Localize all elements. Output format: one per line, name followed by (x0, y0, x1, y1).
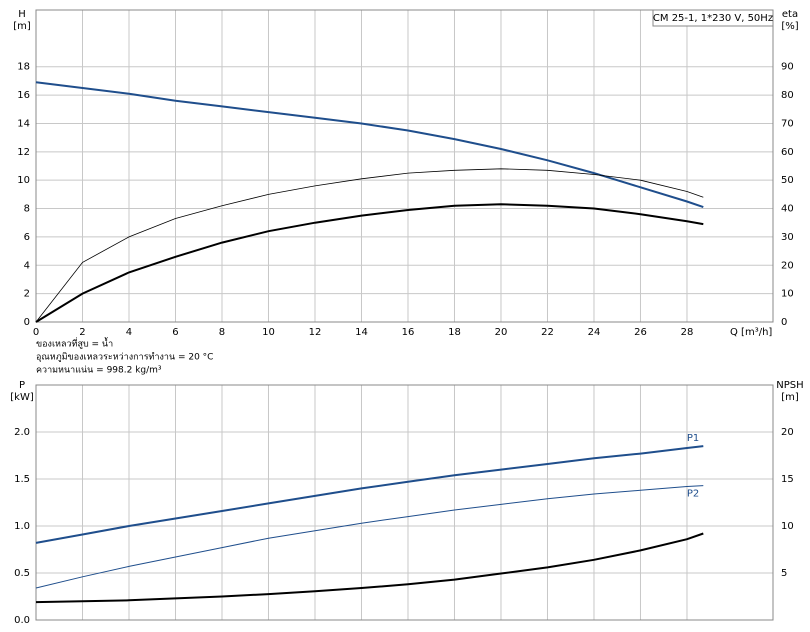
y-tick-label: 1.0 (14, 521, 30, 532)
curve (35, 81, 704, 209)
y2-tick-label: 5 (781, 568, 787, 579)
y-tick-label: 6 (24, 232, 30, 243)
y-tick-label: 14 (17, 118, 30, 129)
series-label: P1 (687, 433, 699, 444)
y2-axis-label: eta (782, 9, 798, 20)
y2-axis-unit: [%] (781, 21, 798, 32)
title-box (652, 9, 774, 27)
x-tick-label: 0 (33, 327, 39, 338)
annotation: ความหนาแน่น = 998.2 kg/m³ (36, 366, 162, 376)
y2-axis-unit: [m] (781, 392, 799, 403)
y-axis-unit: [kW] (10, 392, 34, 403)
x-tick-label: 2 (79, 327, 85, 338)
y-tick-label: 4 (24, 260, 30, 271)
curve (35, 203, 704, 323)
curve (35, 445, 704, 544)
chart-title: CM 25-1, 1*230 V, 50Hz (653, 13, 773, 24)
x-tick-label: 24 (588, 327, 601, 338)
plot-frame (35, 384, 774, 621)
y2-tick-label: 10 (781, 289, 794, 300)
curve (35, 532, 704, 604)
y2-axis-label: NPSH (776, 380, 803, 391)
x-tick-label: 8 (219, 327, 225, 338)
x-tick-label: 18 (448, 327, 461, 338)
annotation: ของเหลวที่สูบ = น้ำ (36, 337, 113, 350)
x-tick-label: 22 (541, 327, 554, 338)
y-tick-label: 0 (24, 317, 30, 328)
y-axis-label: H (18, 9, 26, 20)
y2-tick-label: 20 (781, 260, 794, 271)
y2-tick-label: 10 (781, 521, 794, 532)
y2-tick-label: 50 (781, 175, 794, 186)
x-tick-label: 14 (355, 327, 368, 338)
x-tick-label: 16 (402, 327, 415, 338)
y-axis-label: P (19, 380, 25, 391)
y2-tick-label: 15 (781, 474, 794, 485)
plot-frame (35, 9, 774, 323)
x-tick-label: 10 (262, 327, 275, 338)
y2-tick-label: 20 (781, 427, 794, 438)
y2-tick-label: 90 (781, 62, 794, 73)
y-tick-label: 0.0 (14, 615, 30, 626)
y2-tick-label: 40 (781, 204, 794, 215)
y-tick-label: 12 (17, 147, 30, 158)
y-tick-label: 0.5 (14, 568, 30, 579)
y-tick-label: 10 (17, 175, 30, 186)
y-tick-label: 2 (24, 289, 30, 300)
x-tick-label: 20 (495, 327, 508, 338)
y-tick-label: 8 (24, 204, 30, 215)
y-tick-label: 18 (17, 62, 30, 73)
annotation: อุณหภูมิของเหลวระหว่างการทำงาน = 20 °C (36, 352, 213, 363)
y-tick-label: 2.0 (14, 427, 30, 438)
y-tick-label: 1.5 (14, 474, 30, 485)
y-tick-label: 16 (17, 90, 30, 101)
curve (35, 168, 704, 323)
y-axis-unit: [m] (13, 21, 31, 32)
x-tick-label: 28 (681, 327, 694, 338)
curve (35, 485, 704, 589)
y2-tick-label: 60 (781, 147, 794, 158)
x-tick-label: 26 (634, 327, 647, 338)
y2-tick-label: 80 (781, 90, 794, 101)
x-tick-label: 4 (126, 327, 132, 338)
x-tick-label: 12 (309, 327, 322, 338)
y2-tick-label: 70 (781, 118, 794, 129)
x-axis-label: Q [m³/h] (730, 327, 772, 338)
series-label: P2 (687, 489, 699, 500)
y2-tick-label: 30 (781, 232, 794, 243)
x-tick-label: 6 (172, 327, 178, 338)
y2-tick-label: 0 (781, 317, 787, 328)
